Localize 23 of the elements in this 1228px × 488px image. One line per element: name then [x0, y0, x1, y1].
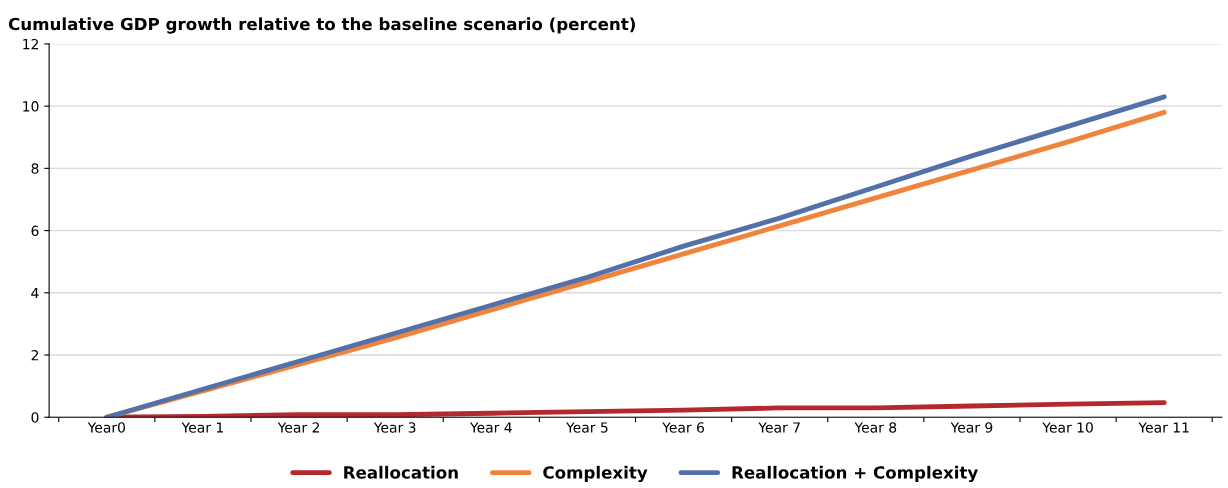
y-tick-label: 10: [23, 101, 39, 112]
legend-label: Reallocation + Complexity: [732, 465, 978, 483]
y-tick-label: 8: [31, 163, 39, 174]
x-tick-label: Year 7: [758, 422, 800, 433]
y-tick-label: 12: [23, 38, 39, 50]
y-tick-label: 0: [31, 412, 39, 423]
x-tick-label: Year 11: [1138, 422, 1189, 433]
y-tick-label: 6: [31, 225, 39, 237]
x-tick-label: Year 3: [373, 422, 416, 433]
legend-label: Reallocation: [344, 465, 458, 479]
x-tick-label: Year 6: [662, 422, 705, 433]
chart-title: Cumulative GDP growth relative to the baseline scenario (percent): [8, 17, 635, 34]
x-tick-label: Year 5: [566, 422, 608, 433]
x-tick-label: Year 2: [277, 422, 319, 433]
legend-label: Complexity: [543, 465, 648, 483]
x-tick-label: Year 4: [469, 422, 512, 433]
x-tick-label: Year 8: [854, 422, 897, 433]
x-tick-label: Year 10: [1042, 422, 1093, 433]
y-tick-label: 4: [31, 287, 39, 299]
y-tick-label: 2: [31, 349, 39, 361]
x-tick-label: Year0: [87, 422, 125, 433]
x-tick-label: Year 1: [181, 422, 223, 433]
x-tick-label: Year 9: [950, 422, 993, 433]
